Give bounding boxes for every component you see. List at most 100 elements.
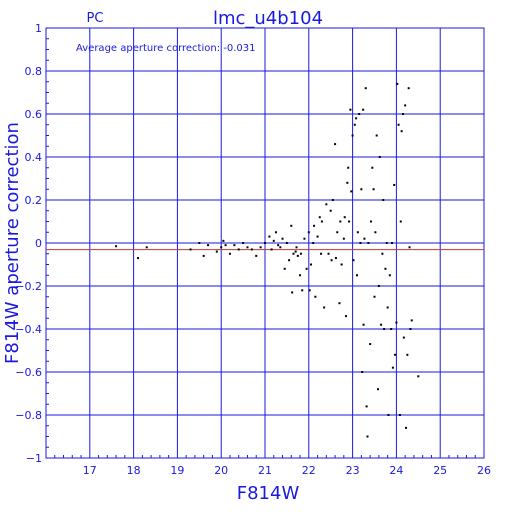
data-point — [233, 244, 236, 247]
data-point — [348, 220, 351, 223]
data-point — [399, 220, 402, 223]
data-point — [292, 252, 295, 255]
data-point — [401, 113, 404, 115]
data-point — [373, 295, 376, 298]
data-point — [404, 104, 407, 107]
data-point — [316, 235, 319, 238]
data-point — [409, 328, 412, 330]
data-point — [362, 108, 365, 111]
data-point — [309, 263, 312, 266]
data-point — [294, 250, 297, 253]
data-point — [296, 254, 299, 257]
data-point — [246, 246, 249, 249]
data-point — [398, 414, 401, 416]
data-point — [359, 242, 362, 244]
data-point — [291, 291, 294, 294]
data-point — [323, 306, 326, 309]
x-axis-label: F814W — [237, 483, 300, 504]
data-point — [299, 252, 302, 255]
data-point — [281, 237, 284, 240]
data-point — [255, 254, 258, 257]
data-point — [331, 199, 334, 201]
y-tick-label: −0.4 — [15, 323, 42, 336]
data-point — [136, 257, 139, 260]
data-point — [336, 231, 339, 234]
data-points — [115, 82, 420, 438]
data-point — [202, 254, 205, 257]
y-tick-label: 0 — [35, 237, 42, 250]
data-point — [272, 239, 275, 242]
data-point — [371, 166, 374, 169]
data-point — [374, 231, 377, 234]
data-point — [270, 248, 273, 251]
data-point — [228, 252, 231, 255]
data-point — [338, 302, 341, 305]
data-point — [220, 246, 223, 249]
data-point — [283, 267, 286, 270]
data-point — [372, 188, 375, 191]
data-point — [391, 242, 394, 244]
data-point — [274, 231, 277, 234]
data-point — [386, 306, 389, 309]
data-point — [295, 246, 298, 249]
data-point — [308, 289, 311, 292]
data-point — [330, 259, 333, 262]
data-point — [407, 87, 410, 90]
data-point — [351, 134, 354, 137]
data-point — [290, 224, 293, 227]
data-point — [145, 246, 148, 249]
data-point — [312, 242, 315, 244]
data-point — [381, 252, 384, 255]
x-tick-label: 19 — [170, 464, 184, 477]
data-point — [207, 244, 210, 247]
data-point — [388, 274, 391, 277]
data-point — [377, 388, 380, 391]
x-tick-label: 20 — [214, 464, 228, 477]
data-point — [307, 231, 310, 234]
data-point — [189, 248, 192, 251]
data-point — [410, 319, 413, 322]
data-point — [395, 321, 398, 324]
data-point — [361, 371, 364, 373]
data-point — [391, 366, 394, 369]
data-point — [352, 259, 355, 262]
y-tick-label: 0.6 — [25, 108, 43, 121]
y-tick-label: 0.4 — [25, 151, 43, 164]
data-point — [268, 235, 271, 238]
data-point — [314, 295, 317, 298]
chart-subtitle: PC — [87, 11, 104, 26]
data-point — [406, 353, 409, 356]
data-point — [242, 242, 245, 244]
data-point — [387, 414, 390, 416]
data-point — [222, 239, 225, 242]
data-point — [363, 237, 366, 240]
data-point — [355, 117, 358, 120]
data-point — [347, 166, 350, 169]
data-point — [349, 108, 352, 111]
data-point — [400, 130, 403, 133]
data-point — [385, 242, 388, 244]
data-point — [277, 244, 280, 247]
x-tick-label: 22 — [302, 464, 316, 477]
data-point — [320, 220, 323, 223]
data-point — [215, 250, 218, 253]
data-point — [334, 257, 337, 260]
chart-title: lmc_u4b104 — [213, 8, 323, 29]
data-point — [345, 315, 348, 318]
x-tick-label: 17 — [83, 464, 97, 477]
data-point — [394, 353, 397, 356]
data-point — [369, 220, 372, 223]
data-point — [390, 328, 393, 330]
data-point — [362, 323, 365, 326]
data-point — [325, 203, 328, 206]
data-point — [343, 216, 346, 219]
data-point — [356, 231, 359, 234]
x-tick-label: 23 — [346, 464, 360, 477]
y-tick-label: −1 — [26, 452, 42, 465]
data-point — [397, 123, 400, 126]
data-point — [377, 285, 380, 287]
data-point — [334, 143, 337, 146]
data-point — [115, 245, 118, 248]
data-point — [320, 252, 323, 255]
